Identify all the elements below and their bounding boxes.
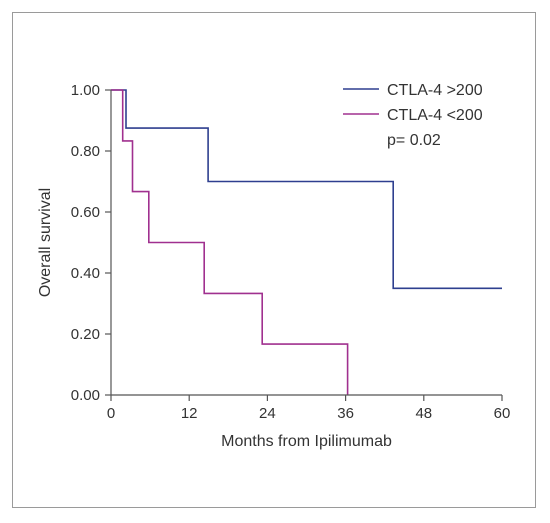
x-tick-label: 0: [107, 405, 115, 422]
x-tick-label: 60: [494, 405, 511, 422]
y-tick-label: 1.00: [71, 82, 100, 99]
y-tick-label: 0.60: [71, 204, 100, 221]
x-tick-label: 12: [181, 405, 198, 422]
ticks-layer: 0 12 24 36 48 60 0.00 0.20 0.40 0.60 0.80 1.00: [71, 82, 511, 422]
x-tick-label: 36: [337, 405, 354, 422]
series-layer: [111, 89, 502, 395]
y-tick-label: 0.40: [71, 265, 100, 282]
y-tick-label: 0.00: [71, 387, 100, 404]
legend: CTLA-4 >200 CTLA-4 <200 p= 0.02: [343, 82, 483, 149]
axes-layer: [110, 90, 502, 396]
figure-frame: [12, 12, 536, 508]
legend-label-ctla4-low: CTLA-4 <200: [387, 107, 483, 124]
x-tick-label: 24: [259, 405, 276, 422]
x-tick-label: 48: [415, 405, 432, 422]
y-tick-label: 0.80: [71, 143, 100, 160]
legend-label-ctla4-high: CTLA-4 >200: [387, 82, 483, 99]
y-axis-title: Overall survival: [37, 188, 54, 297]
x-axis-title: Months from Ipilimumab: [221, 433, 392, 450]
series-line-ctla4-low: [111, 89, 349, 395]
y-tick-label: 0.20: [71, 326, 100, 343]
p-value-annotation: p= 0.02: [387, 132, 441, 149]
series-line-ctla4-high: [111, 89, 502, 290]
